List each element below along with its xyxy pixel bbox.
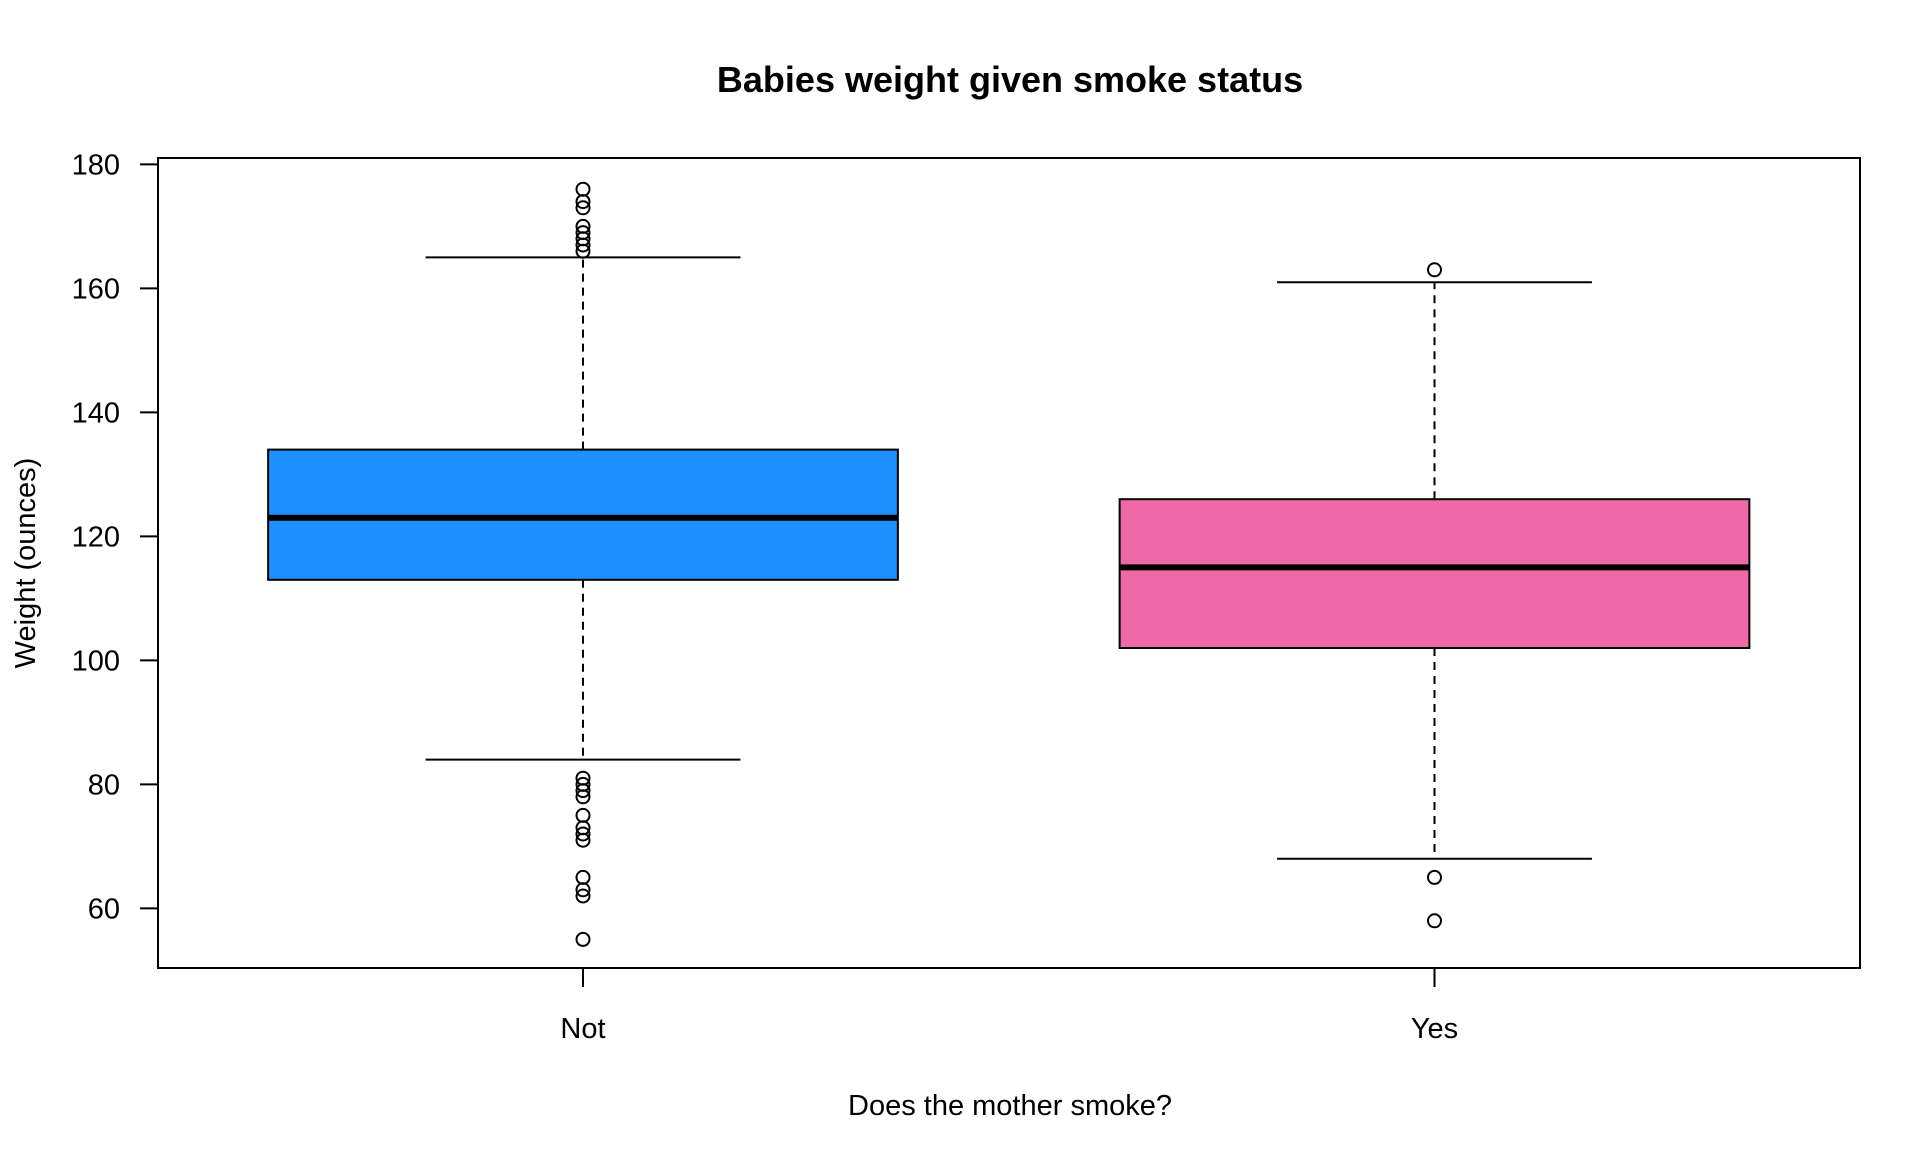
box-series	[267, 181, 1751, 947]
chart-title: Babies weight given smoke status	[717, 59, 1303, 100]
box-group-yes	[1118, 262, 1751, 929]
outlier-point	[575, 807, 591, 823]
box-group-not	[267, 181, 899, 947]
outlier-point	[575, 888, 591, 904]
outlier-point	[1427, 913, 1442, 929]
outlier-point	[1427, 869, 1442, 885]
outlier-point	[575, 181, 591, 197]
outlier-point	[575, 826, 591, 842]
y-tick-label: 80	[88, 769, 120, 801]
y-tick-label: 120	[72, 521, 120, 553]
y-tick-label: 160	[72, 273, 120, 305]
y-tick-label: 140	[72, 397, 120, 429]
outlier-point	[575, 770, 591, 786]
x-tick-label: Yes	[1411, 1013, 1458, 1045]
y-axis: 60 80 100 120 140 160 180	[72, 149, 159, 925]
outlier-point	[575, 776, 591, 792]
outlier-point	[575, 218, 591, 234]
outlier-point	[1427, 262, 1442, 278]
x-axis-label: Does the mother smoke?	[848, 1090, 1172, 1122]
y-tick-label: 180	[72, 149, 120, 181]
x-tick-label: Not	[560, 1013, 605, 1045]
outlier-point	[575, 200, 591, 216]
y-tick-label: 60	[88, 893, 120, 925]
outlier-point	[575, 931, 591, 947]
box-iqr	[267, 448, 899, 581]
outlier-point	[575, 869, 591, 885]
outlier-point	[575, 225, 591, 241]
x-axis: Not Yes	[560, 967, 1458, 1045]
y-axis-label: Weight (ounces)	[10, 458, 42, 669]
y-tick-label: 100	[72, 645, 120, 677]
box-iqr	[1118, 498, 1751, 650]
